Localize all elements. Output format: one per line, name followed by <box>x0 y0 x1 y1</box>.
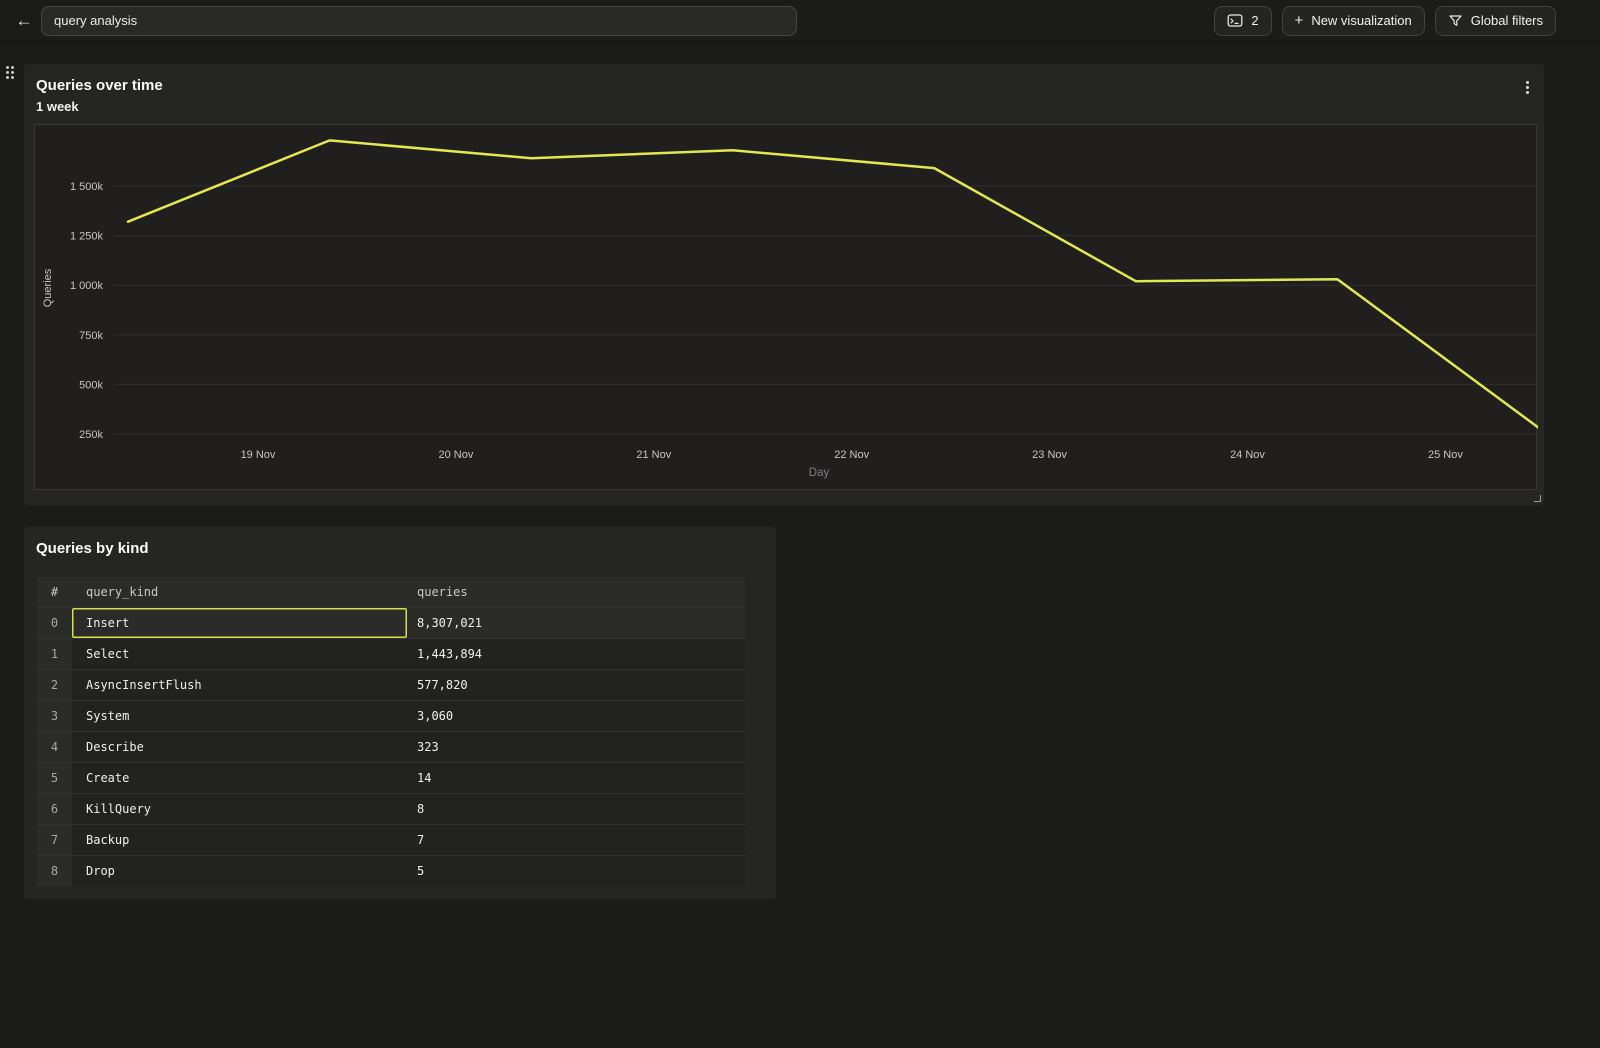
queries-chart-svg: 250k 500k 750k 1 000k 1 250k 1 500k 19 Nov 20 N… <box>42 139 1538 479</box>
global-filters-label: Global filters <box>1470 13 1543 28</box>
cell-queries[interactable]: 577,820 <box>417 678 468 692</box>
chart-panel-subtitle: 1 week <box>36 99 79 114</box>
chart-panel-title: Queries over time <box>36 77 163 94</box>
cell-queries[interactable]: 14 <box>417 771 432 785</box>
x-tick-label: 22 Nov <box>834 449 869 461</box>
queries-series-line <box>126 139 1538 429</box>
new-visualization-button[interactable]: + New visualization <box>1281 5 1425 36</box>
x-tick-label: 23 Nov <box>1032 449 1067 461</box>
x-tick-label: 24 Nov <box>1230 449 1265 461</box>
column-header-index: # <box>37 577 72 607</box>
queries-line-chart[interactable]: 250k 500k 750k 1 000k 1 250k 1 500k 19 Nov 20 N… <box>34 124 1538 490</box>
row-index: 2 <box>37 670 72 700</box>
row-index: 4 <box>37 732 72 762</box>
funnel-icon <box>1448 13 1463 28</box>
table-row: 8 Drop 5 <box>37 855 745 886</box>
topbar: ← 2 + New visualization Global filters <box>0 0 1600 42</box>
y-tick-label: 250k <box>79 429 103 441</box>
x-tick-label: 25 Nov <box>1428 449 1463 461</box>
column-header-queries[interactable]: queries <box>417 585 468 599</box>
table-row: 6 KillQuery 8 <box>37 793 745 824</box>
cell-queries[interactable]: 1,443,894 <box>417 647 483 661</box>
plus-icon: + <box>1294 12 1304 29</box>
terminal-icon <box>1227 13 1243 28</box>
row-index: 5 <box>37 763 72 793</box>
cell-query-kind[interactable]: Drop <box>86 864 115 878</box>
cell-query-kind[interactable]: System <box>86 709 130 723</box>
row-index: 1 <box>37 639 72 669</box>
cell-queries[interactable]: 5 <box>417 864 425 878</box>
column-header-query-kind[interactable]: query_kind <box>86 585 159 599</box>
panel-drag-handle-icon[interactable] <box>6 66 14 79</box>
cell-queries[interactable]: 323 <box>417 740 439 754</box>
table-row: 1 Select 1,443,894 <box>37 638 745 669</box>
y-tick-label: 1 500k <box>70 181 104 193</box>
y-tick-label: 1 000k <box>70 280 104 292</box>
console-count: 2 <box>1251 13 1259 28</box>
y-tick-label: 1 250k <box>70 231 104 243</box>
table-row: 0 Insert 8,307,021 <box>37 607 745 638</box>
y-tick-label: 500k <box>79 379 103 391</box>
console-count-button[interactable]: 2 <box>1214 5 1272 36</box>
x-tick-label: 20 Nov <box>438 449 473 461</box>
dashboard-title-input[interactable] <box>41 5 797 36</box>
table-row: 4 Describe 323 <box>37 731 745 762</box>
cell-query-kind[interactable]: Select <box>86 647 130 661</box>
table-panel-title: Queries by kind <box>36 540 149 557</box>
row-index: 8 <box>37 856 72 886</box>
x-tick-label: 19 Nov <box>241 449 276 461</box>
panel-resize-handle[interactable] <box>1534 495 1541 502</box>
table-body: 0 Insert 8,307,021 1 Select 1,443,894 2 AsyncIn… <box>37 607 745 886</box>
table-row: 5 Create 14 <box>37 762 745 793</box>
cell-query-kind[interactable]: Create <box>86 771 130 785</box>
row-index: 0 <box>37 608 72 638</box>
new-visualization-label: New visualization <box>1311 13 1412 28</box>
row-index: 6 <box>37 794 72 824</box>
cell-queries[interactable]: 8,307,021 <box>417 616 483 630</box>
cell-queries[interactable]: 7 <box>417 833 425 847</box>
arrow-left-icon: ← <box>15 10 33 30</box>
table-panel-header: Queries by kind <box>24 527 776 557</box>
row-index: 7 <box>37 825 72 855</box>
cell-queries[interactable]: 3,060 <box>417 709 454 723</box>
cell-query-kind[interactable]: Backup <box>86 833 130 847</box>
cell-query-kind[interactable]: Describe <box>86 740 144 754</box>
queries-over-time-panel: Queries over time 1 week 250k 500k 750k 1 0… <box>24 64 1544 505</box>
back-button[interactable]: ← <box>10 7 38 35</box>
table-row: 3 System 3,060 <box>37 700 745 731</box>
table-row: 7 Backup 7 <box>37 824 745 855</box>
y-axis-title: Queries <box>42 268 54 307</box>
x-tick-label: 21 Nov <box>636 449 671 461</box>
table-row: 2 AsyncInsertFlush 577,820 <box>37 669 745 700</box>
cell-query-kind[interactable]: KillQuery <box>86 802 152 816</box>
cell-queries[interactable]: 8 <box>417 802 425 816</box>
cell-query-kind[interactable]: AsyncInsertFlush <box>86 678 202 692</box>
x-axis-title: Day <box>809 467 830 479</box>
chart-panel-menu-icon[interactable] <box>1523 78 1532 97</box>
global-filters-button[interactable]: Global filters <box>1434 5 1556 36</box>
queries-by-kind-panel: Queries by kind # query_kind queries 0 In… <box>24 527 776 899</box>
y-tick-label: 750k <box>79 330 103 342</box>
table-header-row: # query_kind queries <box>37 577 745 607</box>
cell-query-kind[interactable]: Insert <box>72 608 407 638</box>
row-index: 3 <box>37 701 72 731</box>
chart-panel-header: Queries over time 1 week <box>24 64 1544 114</box>
queries-by-kind-table: # query_kind queries 0 Insert 8,307,021 1 Se… <box>37 577 745 886</box>
